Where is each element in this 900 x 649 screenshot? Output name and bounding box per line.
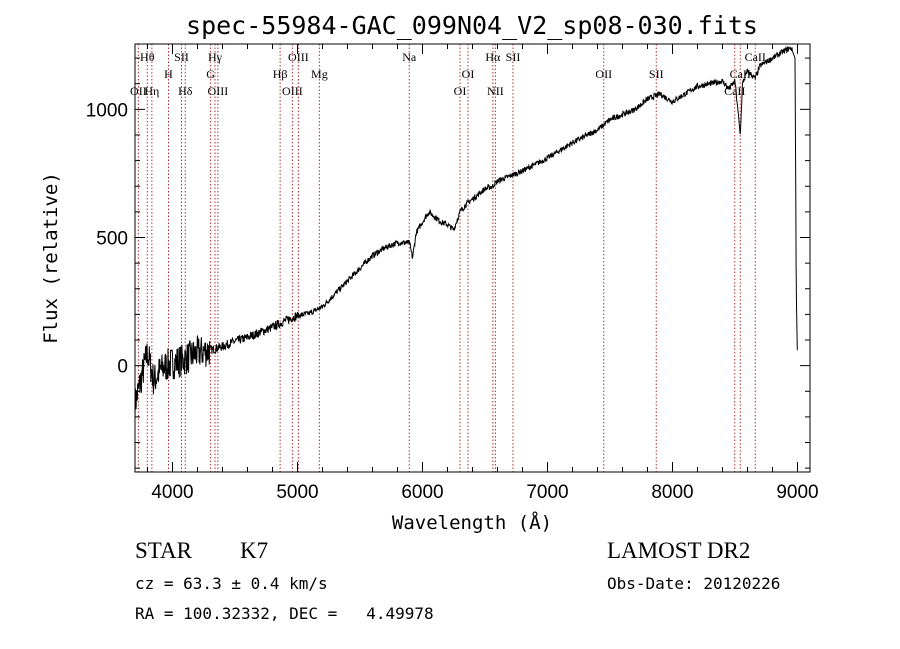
line-label: Hα [485,50,501,64]
x-tick-label: 4000 [151,482,193,503]
line-label: Hδ [178,84,193,98]
x-tick-label: 6000 [401,482,443,503]
line-label: CaII [745,50,766,64]
x-tick-label: 8000 [651,482,693,503]
line-label: OII [595,67,612,81]
emission-line-markers [137,44,756,472]
line-label: OI [462,67,475,81]
line-label: H [164,67,173,81]
line-label: G [206,67,215,81]
line-label: Hη [144,84,159,98]
observation-date: Obs-Date: 20120226 [607,574,781,593]
coordinates: RA = 100.32332, DEC = 4.49978 [135,604,434,623]
line-label: Hθ [140,50,155,64]
line-label: CaII [730,67,751,81]
redshift-velocity: cz = 63.3 ± 0.4 km/s [135,574,328,593]
spectrum-line [134,45,798,421]
line-label: Hβ [273,67,288,81]
x-tick-label: 7000 [526,482,568,503]
line-label: SII [174,50,189,64]
line-label: Na [402,50,417,64]
y-tick-label: 1000 [86,100,128,121]
line-label: OII [130,84,147,98]
chart-title: spec-55984-GAC_099N04_V2_sp08-030.fits [186,11,758,40]
line-label: Mg [311,67,328,81]
y-tick-label: 0 [117,357,128,378]
subclass: K7 [240,538,269,563]
line-label: OIII [282,84,303,98]
object-class: STAR [135,538,192,563]
line-label: NII [487,84,504,98]
line-label: SII [649,67,664,81]
plot-frame [134,43,811,473]
axis-ticks: 4000 5000 6000 7000 8000 9000 0 500 1000 [86,44,819,503]
x-tick-label: 9000 [776,482,818,503]
line-label: OI [454,84,467,98]
line-label: OIII [208,84,229,98]
x-tick-label: 5000 [276,482,318,503]
line-label: Hγ [208,50,223,64]
survey-name: LAMOST DR2 [607,538,751,563]
y-axis-label: Flux (relative) [40,172,62,344]
x-axis-label: Wavelength (Å) [392,511,552,534]
line-label: OIII [288,50,309,64]
y-tick-label: 500 [96,228,128,249]
line-label: SII [506,50,521,64]
